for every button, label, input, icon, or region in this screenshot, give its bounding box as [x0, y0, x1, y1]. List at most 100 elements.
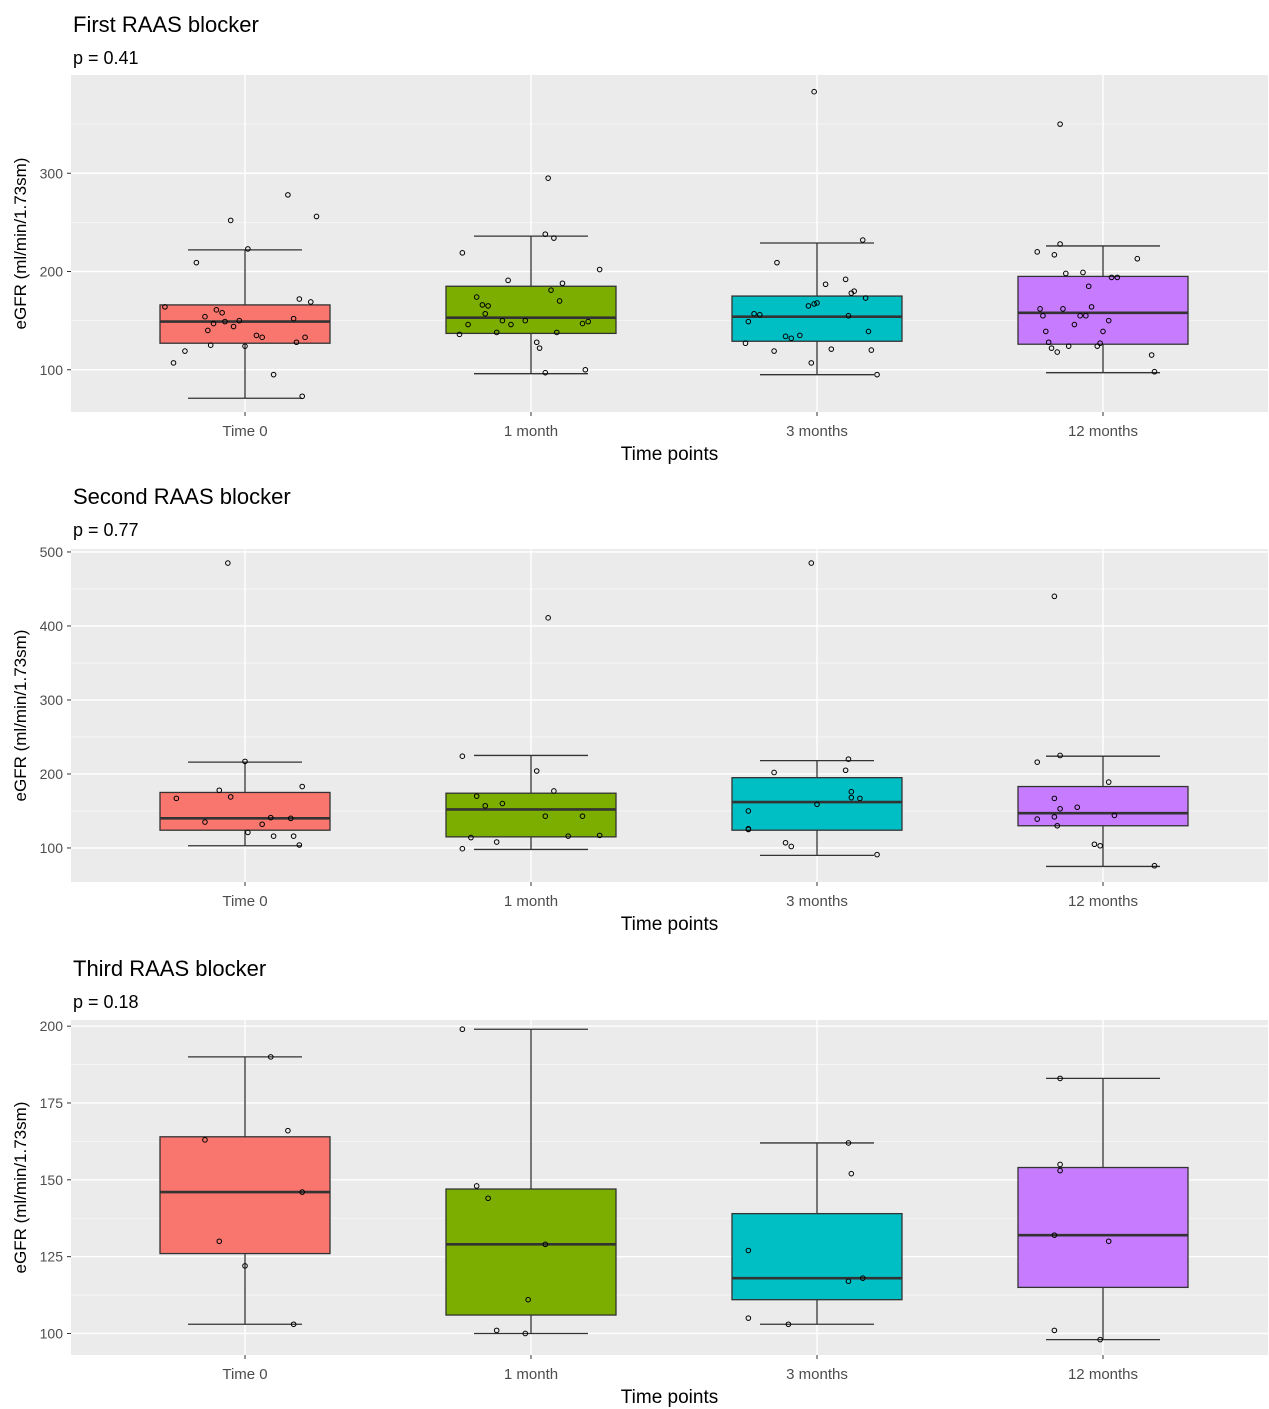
data-point: [533, 339, 540, 346]
chart-title: Third RAAS blocker: [73, 956, 266, 981]
data-point: [1148, 352, 1155, 358]
data-point: [1043, 328, 1049, 335]
iqr-box: [1017, 1166, 1189, 1289]
y-tick-label: 500: [40, 544, 64, 560]
data-point: [1114, 274, 1121, 281]
data-point: [1051, 1232, 1058, 1238]
data-point: [245, 246, 251, 252]
iqr-box: [1017, 785, 1189, 827]
data-point: [1051, 814, 1058, 820]
data-point: [482, 802, 489, 809]
data-point: [559, 280, 566, 287]
data-point: [170, 360, 177, 366]
chart-subtitle: p = 0.77: [73, 520, 139, 540]
data-point: [845, 312, 852, 319]
data-point: [1108, 274, 1115, 281]
box-2: [731, 759, 903, 857]
data-point: [299, 1189, 306, 1195]
data-point: [565, 833, 571, 839]
y-tick-label: 175: [40, 1095, 64, 1111]
data-point: [296, 842, 303, 848]
box-1: [445, 235, 617, 375]
box-2: [731, 242, 903, 376]
data-point: [874, 851, 880, 858]
data-point: [1151, 368, 1158, 375]
iqr-box: [445, 285, 617, 335]
data-point: [207, 342, 214, 348]
data-point: [745, 1247, 752, 1254]
data-point: [545, 615, 551, 621]
data-point: [1057, 241, 1063, 247]
data-point: [202, 313, 208, 320]
data-point: [1097, 842, 1103, 849]
data-point: [1057, 1075, 1063, 1082]
chart-svg: Third RAAS blocker p = 0.18 100 125 150 175 20…: [11, 956, 1268, 1408]
x-axis-title: Time points: [621, 914, 719, 935]
data-point: [859, 237, 866, 243]
data-point: [811, 88, 817, 95]
data-point: [230, 323, 237, 330]
data-point: [227, 217, 234, 224]
data-point: [1048, 345, 1055, 351]
x-tick-label: Time 0: [222, 893, 267, 910]
data-point: [745, 808, 752, 814]
data-point: [596, 832, 603, 839]
data-point: [499, 317, 506, 324]
box-0: [159, 249, 331, 399]
data-point: [485, 1195, 491, 1202]
data-point: [1034, 759, 1041, 765]
data-point: [868, 347, 875, 353]
box-3: [1017, 1077, 1189, 1341]
y-tick-label: 300: [40, 165, 64, 181]
data-point: [493, 839, 500, 845]
data-point: [270, 833, 277, 839]
data-point: [874, 371, 880, 378]
data-point: [862, 295, 869, 301]
x-tick-label: 12 months: [1068, 423, 1138, 440]
data-point: [782, 333, 789, 340]
data-point: [771, 769, 777, 776]
data-point: [499, 800, 506, 807]
data-point: [313, 213, 320, 220]
data-point: [245, 829, 251, 836]
data-point: [1077, 312, 1083, 319]
data-point: [296, 296, 303, 302]
data-point: [270, 371, 277, 378]
data-point: [508, 321, 514, 328]
panel-first-raas-blocker: First RAAS blocker p = 0.41 100 200 300 Time …: [0, 0, 1269, 470]
x-tick-label: Time 0: [222, 1366, 267, 1383]
data-point: [1054, 349, 1061, 355]
data-point: [1097, 1336, 1103, 1343]
data-point: [548, 287, 554, 293]
data-point: [857, 795, 863, 802]
data-point: [285, 1127, 291, 1134]
data-point: [842, 767, 849, 774]
data-point: [482, 310, 489, 317]
data-point: [542, 369, 549, 376]
data-point: [1105, 779, 1112, 785]
data-point: [216, 1238, 223, 1245]
data-point: [505, 277, 511, 284]
data-point: [1057, 752, 1063, 759]
data-point: [459, 250, 466, 256]
data-point: [290, 833, 297, 839]
x-tick-label: 3 months: [786, 423, 848, 440]
data-point: [805, 303, 812, 309]
x-tick-label: Time 0: [222, 423, 267, 440]
data-point: [542, 231, 549, 237]
data-point: [459, 1026, 466, 1033]
data-point: [1097, 340, 1103, 347]
box-0: [159, 761, 331, 847]
x-tick-label: 3 months: [786, 893, 848, 910]
data-point: [545, 175, 551, 181]
data-point: [582, 366, 589, 373]
y-tick-label: 200: [40, 1018, 64, 1034]
data-point: [182, 348, 188, 354]
panel-second-raas-blocker: Second RAAS blocker p = 0.77 100 200 300 400 5…: [0, 472, 1269, 942]
data-point: [1083, 312, 1089, 319]
data-point: [1051, 251, 1058, 258]
data-point: [290, 315, 297, 322]
box-1: [445, 754, 617, 851]
data-point: [551, 788, 557, 794]
